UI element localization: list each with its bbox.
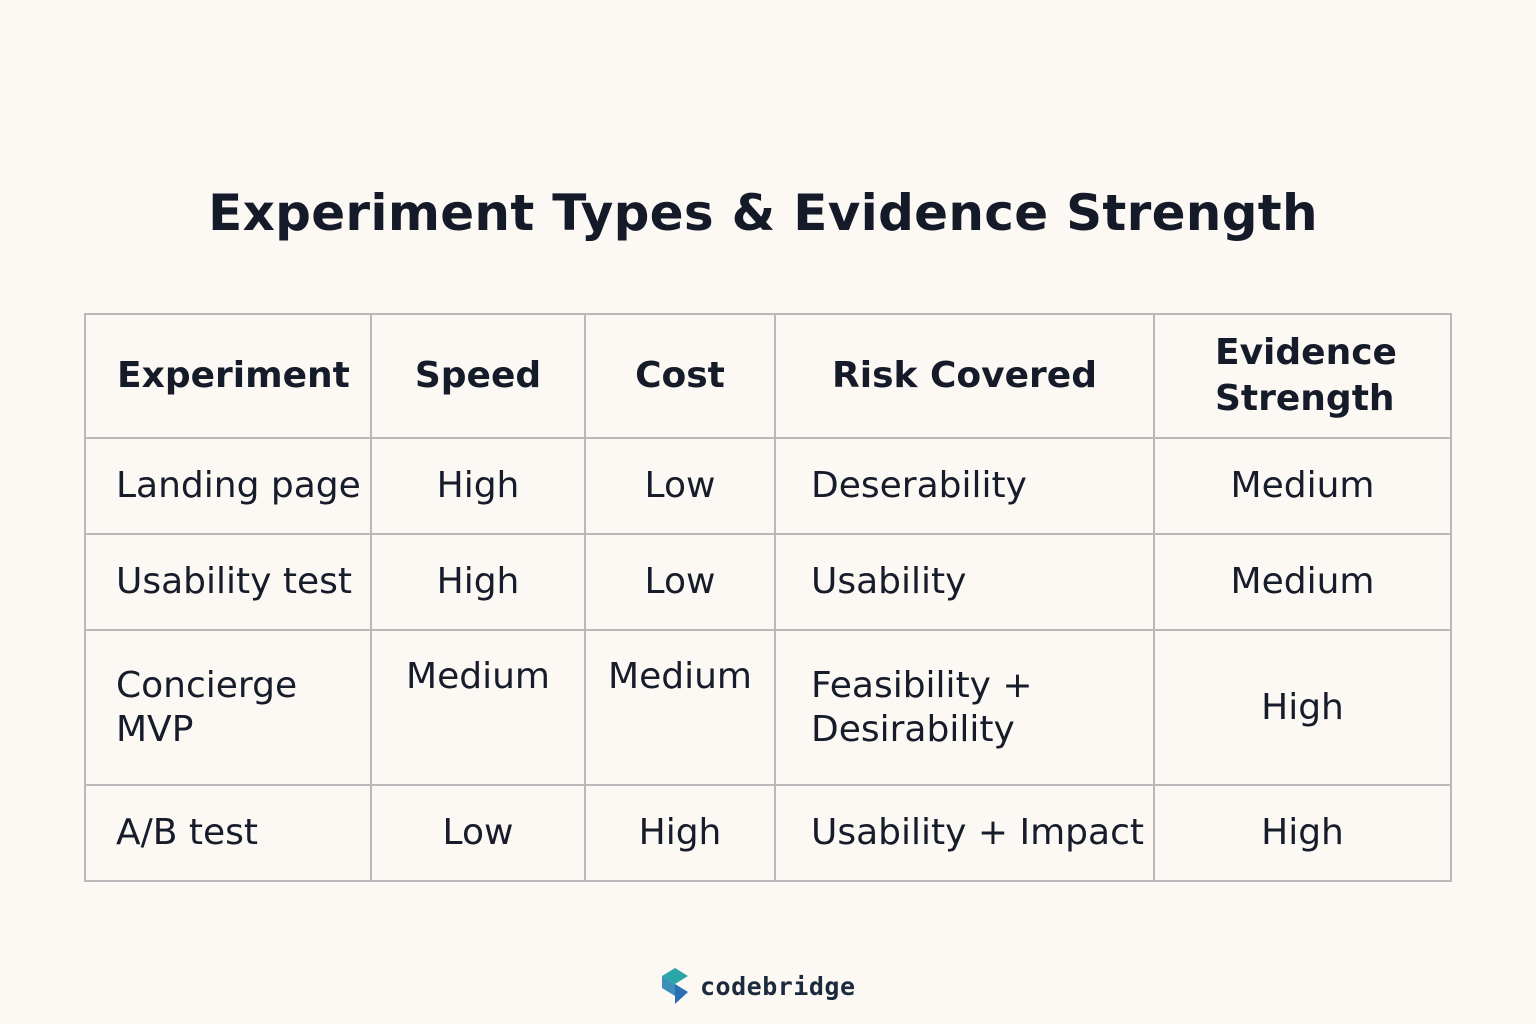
evidence-strength-cell: Medium — [1153, 437, 1452, 535]
experiment-cell: Concierge MVP — [84, 629, 372, 786]
risk-line-1: Feasibility + — [811, 664, 1033, 706]
experiment-line-1: Concierge — [116, 664, 298, 706]
evidence-strength-cell: High — [1153, 784, 1452, 882]
brand-footer: codebridge — [660, 966, 856, 1006]
logo-left-facet — [662, 976, 675, 996]
experiment-cell: A/B test — [84, 784, 372, 882]
experiment-cell: Usability test — [84, 533, 372, 631]
table-row: Usability test High Low Usability Medium — [84, 533, 1452, 631]
column-header-speed: Speed — [370, 313, 586, 439]
table-row: Landing page High Low Deserability Mediu… — [84, 437, 1452, 535]
table-row: A/B test Low High Usability + Impact Hig… — [84, 784, 1452, 882]
cost-cell: High — [584, 784, 776, 882]
risk-covered-cell: Feasibility + Desirability — [774, 629, 1155, 786]
evidence-header-line-1: Evidence — [1215, 332, 1397, 373]
codebridge-logo-icon — [660, 966, 690, 1006]
brand-name: codebridge — [700, 971, 856, 1001]
risk-line-2: Desirability — [811, 708, 1015, 750]
evidence-header-line-2: Strength — [1215, 378, 1395, 419]
cost-cell: Low — [584, 533, 776, 631]
risk-covered-cell: Deserability — [774, 437, 1155, 535]
table-row: Concierge MVP Medium Medium Feasibility … — [84, 629, 1452, 786]
risk-covered-cell: Usability — [774, 533, 1155, 631]
speed-cell: High — [370, 533, 586, 631]
table-header-row: Experiment Speed Cost Risk Covered Evide… — [84, 313, 1452, 439]
column-header-cost: Cost — [584, 313, 776, 439]
column-header-risk-covered: Risk Covered — [774, 313, 1155, 439]
column-header-evidence-strength: Evidence Strength — [1153, 313, 1452, 439]
evidence-strength-cell: High — [1153, 629, 1452, 786]
cost-cell: Low — [584, 437, 776, 535]
column-header-experiment: Experiment — [84, 313, 372, 439]
experiment-line-2: MVP — [116, 708, 194, 750]
logo-bottom-facet — [675, 984, 688, 1004]
speed-cell: High — [370, 437, 586, 535]
risk-covered-cell: Usability + Impact — [774, 784, 1155, 882]
evidence-strength-cell: Medium — [1153, 533, 1452, 631]
page-title: Experiment Types & Evidence Strength — [208, 184, 1318, 242]
speed-cell: Medium — [370, 629, 586, 786]
experiment-comparison-table: Experiment Speed Cost Risk Covered Evide… — [84, 313, 1452, 882]
speed-cell: Low — [370, 784, 586, 882]
experiment-cell: Landing page — [84, 437, 372, 535]
cost-cell: Medium — [584, 629, 776, 786]
